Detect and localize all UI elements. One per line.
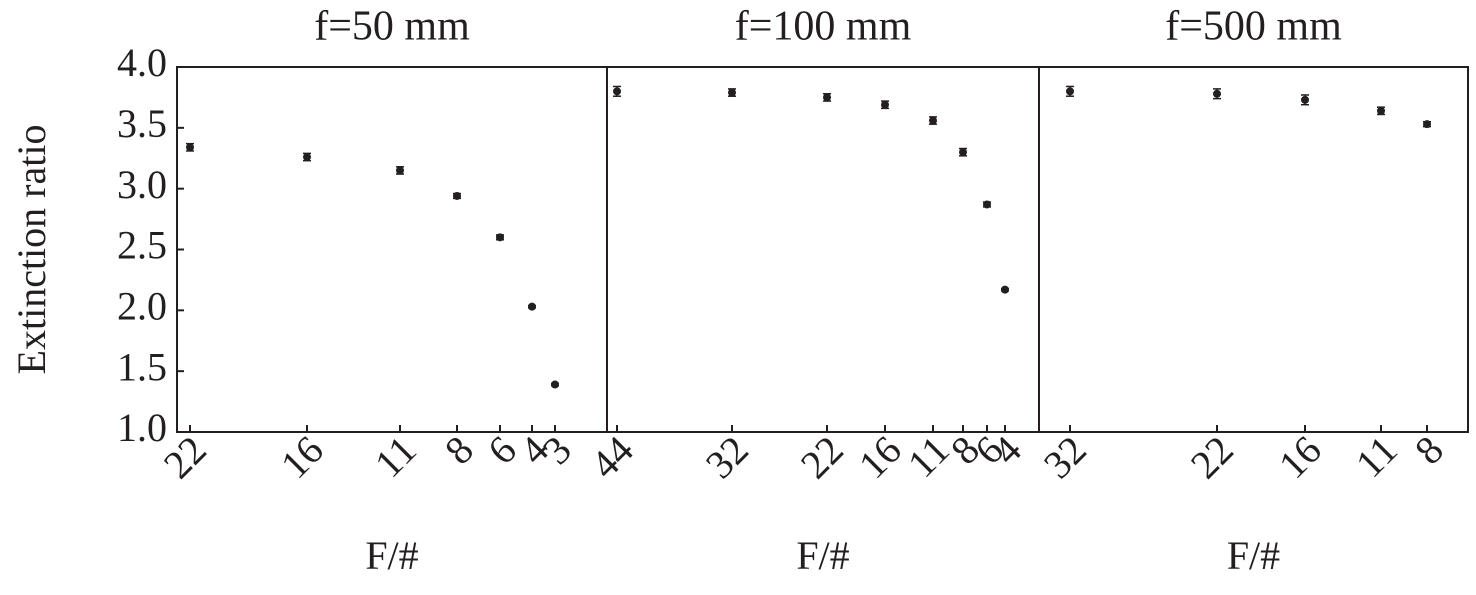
x-tick-label: 22 (1182, 427, 1242, 487)
point (496, 233, 504, 242)
point (728, 88, 736, 97)
x-tick-label: 8 (1406, 427, 1452, 473)
x-tick-label: 11 (366, 427, 425, 486)
x-tick-label: 16 (1270, 427, 1330, 487)
point (1301, 95, 1309, 104)
x-tick-label: 16 (272, 427, 332, 487)
y-tick-label: 3.0 (117, 162, 167, 207)
point (881, 100, 889, 109)
point (929, 116, 937, 125)
point (1066, 87, 1074, 96)
x-tick-label: 44 (582, 427, 642, 487)
y-axis-label: Extinction ratio (9, 125, 54, 375)
x-tick-label: 11 (1347, 427, 1406, 486)
x-tick-label: 32 (1035, 427, 1095, 487)
point (396, 166, 404, 175)
x-tick-label: 8 (436, 427, 482, 473)
x-axis-label: F/# (1227, 533, 1280, 578)
point (613, 87, 621, 96)
point (823, 93, 831, 102)
x-tick-label: 32 (697, 427, 757, 487)
point (303, 153, 311, 162)
panel-title: f=100 mm (735, 4, 912, 50)
y-tick-label: 2.5 (117, 223, 167, 268)
x-tick-label: 22 (792, 427, 852, 487)
plot-frame (1038, 66, 1469, 433)
point (1001, 285, 1009, 294)
x-axis-label: F/# (365, 533, 418, 578)
point (1213, 89, 1221, 98)
plot-frame (176, 66, 608, 433)
point (453, 191, 461, 200)
panel-title: f=500 mm (1165, 4, 1342, 50)
y-tick-label: 1.0 (117, 405, 167, 450)
point (1377, 106, 1385, 115)
y-tick-label: 2.0 (117, 284, 167, 329)
point (983, 200, 991, 209)
point (186, 143, 194, 152)
point (959, 148, 967, 157)
plot-frame (606, 66, 1040, 433)
point (1423, 120, 1431, 129)
x-axis-label: F/# (796, 533, 849, 578)
y-tick-label: 3.5 (117, 101, 167, 146)
y-tick-label: 4.0 (117, 40, 167, 85)
point (551, 380, 559, 389)
panel-title: f=50 mm (314, 4, 470, 50)
point (528, 302, 536, 311)
y-tick-label: 1.5 (117, 344, 167, 389)
